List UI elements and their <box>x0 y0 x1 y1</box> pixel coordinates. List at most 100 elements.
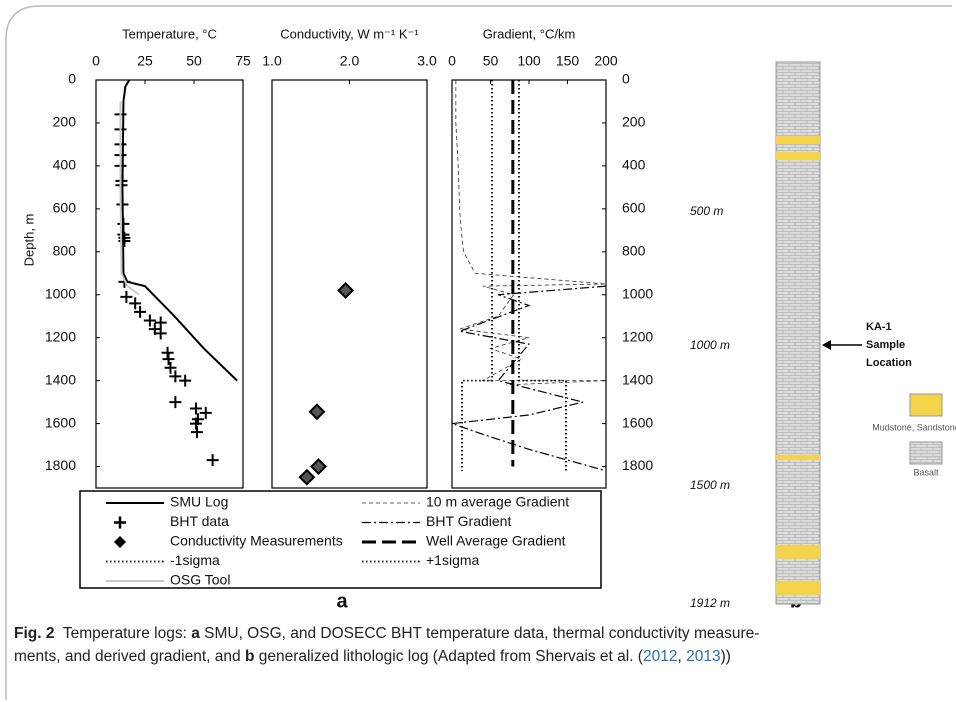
caption-text: Temperature logs: <box>54 625 192 642</box>
caption-text: a <box>191 625 200 642</box>
series-line <box>518 80 567 471</box>
y-tick-label: 1400 <box>45 371 76 387</box>
plot-frame <box>271 79 428 489</box>
caption-text: )) <box>720 648 731 665</box>
legend-label: BHT Gradient <box>426 513 511 529</box>
bht-point <box>129 297 142 310</box>
legend-label: Conductivity Measurements <box>170 533 343 549</box>
mudstone-band <box>776 455 820 460</box>
legend-label: Basalt <box>913 467 939 477</box>
bht-point <box>143 314 156 327</box>
mudstone-band <box>776 152 820 160</box>
x-tick-label: 0 <box>92 53 100 69</box>
y-tick-label: 400 <box>53 157 77 173</box>
bht-point <box>162 353 175 366</box>
bht-point <box>199 406 212 419</box>
panel-label: a <box>336 590 348 612</box>
series-line <box>455 80 607 386</box>
x-tick-label: 3.0 <box>417 53 437 69</box>
bht-point <box>120 290 133 303</box>
bht-point <box>190 426 203 439</box>
y-tick-label: 1600 <box>45 414 76 430</box>
bht-point <box>189 402 202 415</box>
legend-label: -1sigma <box>170 552 220 568</box>
depth-label: 500 m <box>690 204 723 218</box>
x-tick-label: 50 <box>483 53 499 69</box>
x-tick-label: 1.0 <box>262 53 282 69</box>
conductivity-point <box>298 468 316 486</box>
y-tick-label: 800 <box>622 242 646 258</box>
legend-box <box>79 490 602 589</box>
caption-line: ments, and derived gradient, and b gener… <box>14 645 946 668</box>
y-tick-label: 1800 <box>45 457 76 473</box>
x-tick-label: 25 <box>137 53 153 69</box>
y-tick-label: 1400 <box>622 371 653 387</box>
chart-title: Conductivity, W m⁻¹ K⁻¹ <box>280 26 419 41</box>
caption: Fig. 2 Temperature logs: a SMU, OSG, and… <box>14 622 946 668</box>
chart-title: Temperature, °C <box>122 26 217 41</box>
caption-text: generalized lithologic log (Adapted from… <box>254 648 643 665</box>
bht-point <box>117 217 130 230</box>
legend-label: OSG Tool <box>170 572 230 588</box>
citation-link[interactable]: 2013 <box>686 648 721 665</box>
mudstone-band <box>776 545 820 559</box>
legend-label: Well Average Gradient <box>426 533 566 549</box>
depth-label: 1912 m <box>690 596 730 610</box>
bht-point <box>206 454 219 467</box>
bht-point <box>179 374 192 387</box>
x-tick-label: 200 <box>594 53 618 69</box>
conductivity-point <box>310 458 327 475</box>
bht-point <box>154 316 167 329</box>
y-tick-label: 1200 <box>45 328 76 344</box>
x-tick-label: 150 <box>556 53 580 69</box>
caption-text: Fig. 2 <box>14 625 55 642</box>
x-tick-label: 2.0 <box>340 53 360 69</box>
x-tick-label: 100 <box>517 53 541 69</box>
y-tick-label: 1000 <box>622 285 653 301</box>
frame <box>5 5 952 41</box>
legend-label: +1sigma <box>426 552 480 568</box>
chart-title: Gradient, °C/km <box>483 26 576 41</box>
legend-label: SMU Log <box>170 494 228 510</box>
y-tick-label: 1200 <box>622 328 653 344</box>
y-tick-label: 400 <box>622 157 646 173</box>
legend-label: 10 m average Gradient <box>426 494 569 510</box>
depth-label: 1500 m <box>690 478 730 492</box>
arrow-head <box>822 340 831 350</box>
bht-point <box>169 370 182 383</box>
y-tick-label: 1000 <box>45 285 76 301</box>
y-tick-label: 0 <box>68 71 76 87</box>
plot-frame <box>95 79 244 489</box>
bht-point <box>164 361 177 374</box>
y-tick-label: 600 <box>53 200 77 216</box>
legend-label: Mudstone, Sandstone, Ash <box>872 422 956 432</box>
caption-text: , <box>677 648 687 665</box>
plot-frame <box>451 79 607 489</box>
y-tick-label: 1600 <box>622 414 653 430</box>
depth-label: 1000 m <box>690 338 730 352</box>
x-tick-label: 50 <box>186 53 202 69</box>
bht-point <box>134 305 147 318</box>
y-tick-label: 1800 <box>622 457 653 473</box>
series-line <box>451 285 607 472</box>
legend-swatch <box>909 441 943 465</box>
annotation: KA-1 <box>866 321 892 333</box>
mudstone-band <box>776 581 820 595</box>
citation-link[interactable]: 2012 <box>642 648 678 665</box>
series-line <box>461 80 493 471</box>
y-tick-label: 0 <box>622 71 630 87</box>
annotation: Location <box>866 357 912 369</box>
caption-text: SMU, OSG, and DOSECC BHT temperature dat… <box>199 625 760 642</box>
x-tick-label: 0 <box>448 53 456 69</box>
y-tick-label: 200 <box>622 114 646 130</box>
conductivity-point <box>308 403 326 421</box>
caption-text: b <box>244 648 255 665</box>
conductivity-point <box>337 282 355 299</box>
annotation: Sample <box>866 339 905 351</box>
mudstone-band <box>776 136 820 144</box>
bht-point <box>169 396 182 409</box>
y-axis-label: Depth, m <box>21 214 36 267</box>
series-line <box>119 101 140 296</box>
caption-line: Fig. 2 Temperature logs: a SMU, OSG, and… <box>14 622 946 645</box>
